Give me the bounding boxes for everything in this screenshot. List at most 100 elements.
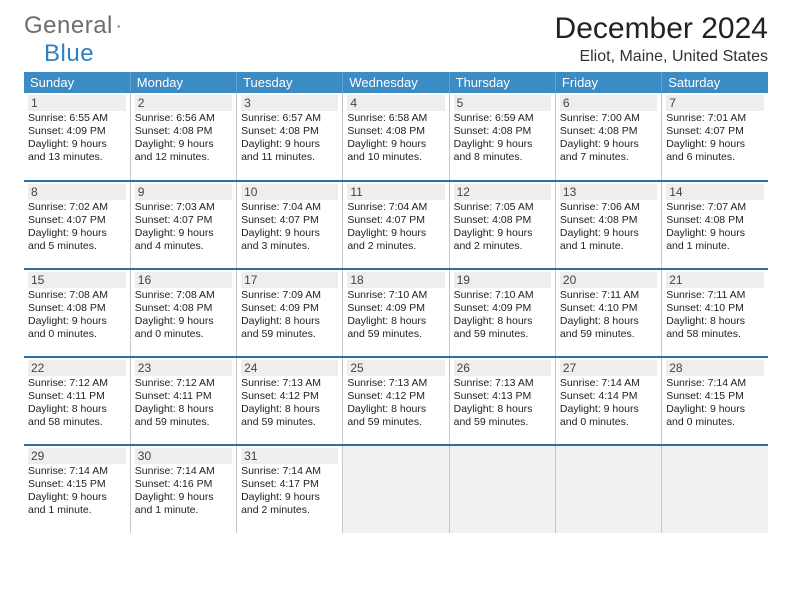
daylight-line: Daylight: 9 hours and 8 minutes. xyxy=(454,138,551,164)
sunrise-line: Sunrise: 7:02 AM xyxy=(28,201,126,214)
day-cell: 13Sunrise: 7:06 AMSunset: 4:08 PMDayligh… xyxy=(555,181,661,269)
daylight-line: Daylight: 9 hours and 3 minutes. xyxy=(241,227,338,253)
day-cell: 20Sunrise: 7:11 AMSunset: 4:10 PMDayligh… xyxy=(555,269,661,357)
sunrise-line: Sunrise: 6:56 AM xyxy=(135,112,232,125)
day-details: Sunrise: 7:00 AMSunset: 4:08 PMDaylight:… xyxy=(560,112,657,165)
week-row: 29Sunrise: 7:14 AMSunset: 4:15 PMDayligh… xyxy=(24,445,768,533)
daylight-line: Daylight: 9 hours and 5 minutes. xyxy=(28,227,126,253)
day-cell: 4Sunrise: 6:58 AMSunset: 4:08 PMDaylight… xyxy=(343,93,449,181)
sunset-line: Sunset: 4:08 PM xyxy=(666,214,764,227)
day-number: 2 xyxy=(135,95,232,111)
day-cell: 18Sunrise: 7:10 AMSunset: 4:09 PMDayligh… xyxy=(343,269,449,357)
day-number: 28 xyxy=(666,360,764,376)
day-details: Sunrise: 7:07 AMSunset: 4:08 PMDaylight:… xyxy=(666,201,764,254)
sunset-line: Sunset: 4:10 PM xyxy=(666,302,764,315)
day-details: Sunrise: 7:14 AMSunset: 4:16 PMDaylight:… xyxy=(135,465,232,518)
day-number: 25 xyxy=(347,360,444,376)
sunset-line: Sunset: 4:08 PM xyxy=(560,214,657,227)
daylight-line: Daylight: 9 hours and 0 minutes. xyxy=(666,403,764,429)
sunset-line: Sunset: 4:08 PM xyxy=(560,125,657,138)
day-number: 30 xyxy=(135,448,232,464)
day-number: 8 xyxy=(28,184,126,200)
day-cell: 3Sunrise: 6:57 AMSunset: 4:08 PMDaylight… xyxy=(237,93,343,181)
day-details: Sunrise: 7:13 AMSunset: 4:12 PMDaylight:… xyxy=(241,377,338,430)
dow-header: Tuesday xyxy=(237,72,343,93)
day-number: 11 xyxy=(347,184,444,200)
daylight-line: Daylight: 8 hours and 59 minutes. xyxy=(560,315,657,341)
day-cell: 10Sunrise: 7:04 AMSunset: 4:07 PMDayligh… xyxy=(237,181,343,269)
sunrise-line: Sunrise: 7:10 AM xyxy=(347,289,444,302)
sunset-line: Sunset: 4:15 PM xyxy=(28,478,126,491)
day-cell: 15Sunrise: 7:08 AMSunset: 4:08 PMDayligh… xyxy=(24,269,130,357)
sunset-line: Sunset: 4:16 PM xyxy=(135,478,232,491)
day-number: 20 xyxy=(560,272,657,288)
daylight-line: Daylight: 9 hours and 12 minutes. xyxy=(135,138,232,164)
sunset-line: Sunset: 4:07 PM xyxy=(135,214,232,227)
logo-sail-icon xyxy=(117,16,120,36)
daylight-line: Daylight: 8 hours and 59 minutes. xyxy=(241,403,338,429)
day-number: 23 xyxy=(135,360,232,376)
day-details: Sunrise: 7:14 AMSunset: 4:15 PMDaylight:… xyxy=(666,377,764,430)
day-cell: 17Sunrise: 7:09 AMSunset: 4:09 PMDayligh… xyxy=(237,269,343,357)
sunset-line: Sunset: 4:07 PM xyxy=(666,125,764,138)
sunrise-line: Sunrise: 7:00 AM xyxy=(560,112,657,125)
day-details: Sunrise: 7:14 AMSunset: 4:14 PMDaylight:… xyxy=(560,377,657,430)
day-details: Sunrise: 7:04 AMSunset: 4:07 PMDaylight:… xyxy=(347,201,444,254)
sunrise-line: Sunrise: 7:11 AM xyxy=(666,289,764,302)
day-number: 26 xyxy=(454,360,551,376)
day-details: Sunrise: 7:03 AMSunset: 4:07 PMDaylight:… xyxy=(135,201,232,254)
sunrise-line: Sunrise: 6:59 AM xyxy=(454,112,551,125)
sunrise-line: Sunrise: 7:07 AM xyxy=(666,201,764,214)
day-details: Sunrise: 6:59 AMSunset: 4:08 PMDaylight:… xyxy=(454,112,551,165)
day-cell: 8Sunrise: 7:02 AMSunset: 4:07 PMDaylight… xyxy=(24,181,130,269)
sunrise-line: Sunrise: 7:13 AM xyxy=(241,377,338,390)
day-cell: 24Sunrise: 7:13 AMSunset: 4:12 PMDayligh… xyxy=(237,357,343,445)
logo-text-a: General xyxy=(24,12,113,40)
sunset-line: Sunset: 4:07 PM xyxy=(347,214,444,227)
day-number: 5 xyxy=(454,95,551,111)
day-cell: 26Sunrise: 7:13 AMSunset: 4:13 PMDayligh… xyxy=(449,357,555,445)
daylight-line: Daylight: 8 hours and 58 minutes. xyxy=(666,315,764,341)
daylight-line: Daylight: 9 hours and 0 minutes. xyxy=(135,315,232,341)
day-cell xyxy=(449,445,555,533)
calendar-page: General Blue December 2024 Eliot, Maine,… xyxy=(0,0,792,533)
daylight-line: Daylight: 9 hours and 6 minutes. xyxy=(666,138,764,164)
calendar-body: 1Sunrise: 6:55 AMSunset: 4:09 PMDaylight… xyxy=(24,93,768,533)
daylight-line: Daylight: 9 hours and 7 minutes. xyxy=(560,138,657,164)
day-number: 22 xyxy=(28,360,126,376)
daylight-line: Daylight: 9 hours and 0 minutes. xyxy=(28,315,126,341)
sunset-line: Sunset: 4:13 PM xyxy=(454,390,551,403)
day-number: 31 xyxy=(241,448,338,464)
day-details: Sunrise: 7:12 AMSunset: 4:11 PMDaylight:… xyxy=(28,377,126,430)
day-number: 24 xyxy=(241,360,338,376)
sunset-line: Sunset: 4:12 PM xyxy=(347,390,444,403)
day-cell xyxy=(662,445,768,533)
sunrise-line: Sunrise: 7:08 AM xyxy=(28,289,126,302)
daylight-line: Daylight: 8 hours and 59 minutes. xyxy=(135,403,232,429)
daylight-line: Daylight: 8 hours and 59 minutes. xyxy=(454,315,551,341)
day-details: Sunrise: 7:14 AMSunset: 4:17 PMDaylight:… xyxy=(241,465,338,518)
sunset-line: Sunset: 4:08 PM xyxy=(135,125,232,138)
sunset-line: Sunset: 4:09 PM xyxy=(28,125,126,138)
sunset-line: Sunset: 4:08 PM xyxy=(347,125,444,138)
day-cell: 16Sunrise: 7:08 AMSunset: 4:08 PMDayligh… xyxy=(130,269,236,357)
sunrise-line: Sunrise: 6:58 AM xyxy=(347,112,444,125)
daylight-line: Daylight: 9 hours and 2 minutes. xyxy=(241,491,338,517)
header-row: General Blue December 2024 Eliot, Maine,… xyxy=(24,12,768,66)
sunrise-line: Sunrise: 7:03 AM xyxy=(135,201,232,214)
sunset-line: Sunset: 4:15 PM xyxy=(666,390,764,403)
sunrise-line: Sunrise: 7:12 AM xyxy=(28,377,126,390)
day-cell: 19Sunrise: 7:10 AMSunset: 4:09 PMDayligh… xyxy=(449,269,555,357)
daylight-line: Daylight: 9 hours and 0 minutes. xyxy=(560,403,657,429)
day-number: 18 xyxy=(347,272,444,288)
day-details: Sunrise: 6:55 AMSunset: 4:09 PMDaylight:… xyxy=(28,112,126,165)
sunset-line: Sunset: 4:07 PM xyxy=(241,214,338,227)
day-details: Sunrise: 7:11 AMSunset: 4:10 PMDaylight:… xyxy=(560,289,657,342)
sunrise-line: Sunrise: 7:14 AM xyxy=(135,465,232,478)
sunset-line: Sunset: 4:17 PM xyxy=(241,478,338,491)
sunset-line: Sunset: 4:07 PM xyxy=(28,214,126,227)
day-cell xyxy=(555,445,661,533)
day-cell: 2Sunrise: 6:56 AMSunset: 4:08 PMDaylight… xyxy=(130,93,236,181)
day-cell: 31Sunrise: 7:14 AMSunset: 4:17 PMDayligh… xyxy=(237,445,343,533)
dow-row: SundayMondayTuesdayWednesdayThursdayFrid… xyxy=(24,72,768,93)
